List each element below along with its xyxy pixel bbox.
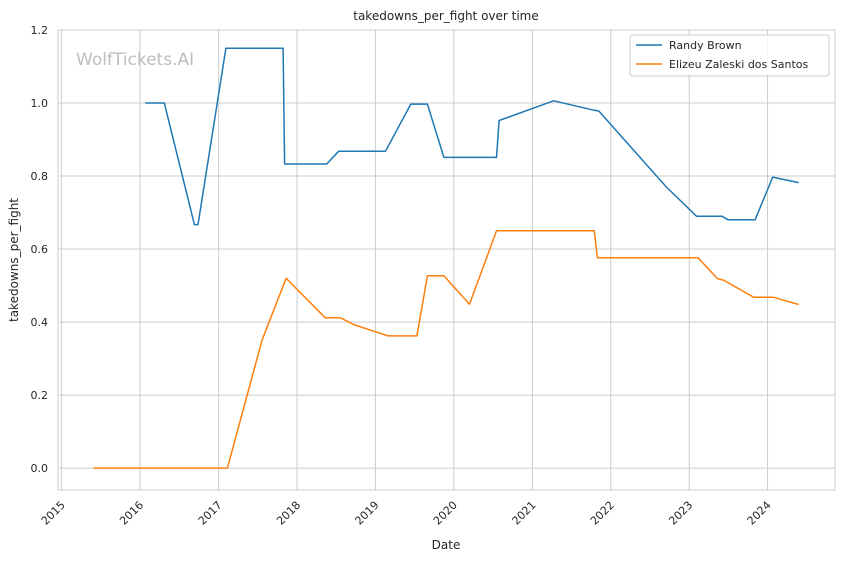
- x-tick-label: 2018: [274, 499, 303, 528]
- plot-frame: [57, 29, 836, 491]
- legend-label-randy-brown: Randy Brown: [669, 39, 742, 52]
- x-tick-label: 2017: [196, 499, 225, 528]
- legend-label-elizeu-zaleski: Elizeu Zaleski dos Santos: [669, 58, 809, 71]
- y-tick-label: 0.2: [31, 389, 49, 402]
- x-tick-label: 2016: [117, 499, 146, 528]
- series-line-1: [93, 230, 799, 469]
- x-tick-label: 2021: [510, 499, 539, 528]
- x-axis-label: Date: [432, 538, 461, 552]
- y-tick-label: 1.2: [31, 24, 49, 37]
- y-tick-label: 0.0: [31, 462, 49, 475]
- y-axis-label: takedowns_per_fight: [7, 198, 21, 322]
- x-tick-label: 2022: [588, 499, 617, 528]
- chart-title: takedowns_per_fight over time: [353, 9, 539, 23]
- x-tick-label: 2019: [353, 499, 382, 528]
- x-tick-label: 2015: [39, 499, 68, 528]
- watermark: WolfTickets.AI: [76, 50, 194, 70]
- legend-box: [629, 34, 830, 77]
- y-tick-label: 0.6: [31, 243, 49, 256]
- series-layer: [93, 47, 799, 469]
- x-tick-label: 2024: [745, 499, 774, 528]
- x-tick-label: 2020: [431, 499, 460, 528]
- y-tick-label: 0.8: [31, 170, 49, 183]
- y-tick-label: 0.4: [31, 316, 49, 329]
- plot-background: [58, 30, 835, 490]
- series-line-0: [145, 47, 799, 226]
- y-tick-label: 1.0: [31, 97, 49, 110]
- legend: Randy Brown Elizeu Zaleski dos Santos: [629, 34, 830, 77]
- x-tick-label: 2023: [666, 499, 695, 528]
